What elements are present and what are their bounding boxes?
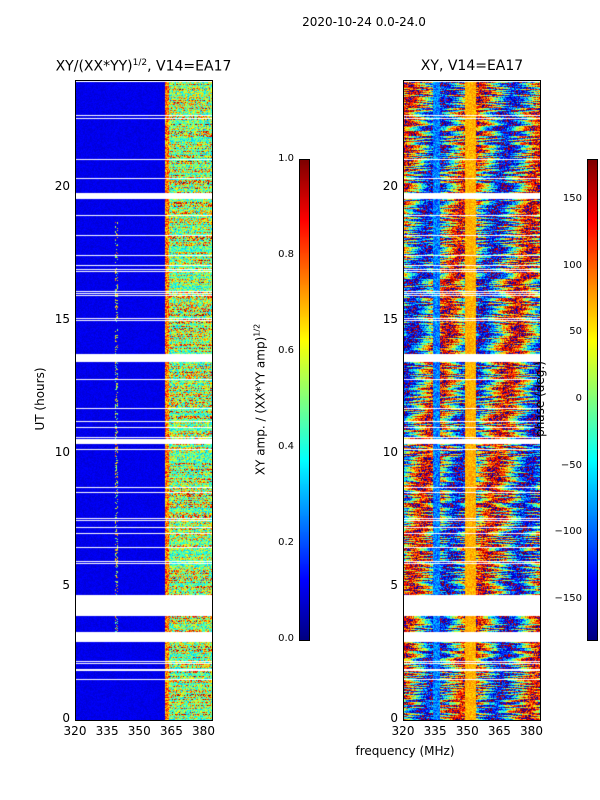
colorbar-tick-label: 0.4 <box>278 441 294 452</box>
colorbar-tick-label: 50 <box>569 326 582 338</box>
y-tick-label: 5 <box>390 577 398 592</box>
y-tick-label: 15 <box>382 311 398 326</box>
left-plot-axes <box>75 80 213 721</box>
y-tick-label: 5 <box>62 577 70 592</box>
right-plot-axes <box>403 80 541 721</box>
colorbar-tick-label: 150 <box>562 193 582 204</box>
cbar-label-sup: 1/2 <box>252 323 262 337</box>
y-tick-label: 20 <box>54 178 70 193</box>
colorbar-tick-label: 0.2 <box>278 537 294 548</box>
y-tick-label: 0 <box>62 711 70 725</box>
y-tick-label: 20 <box>382 178 398 193</box>
amplitude-colorbar-label: XY amp. / (XX*YY amp)1/2 <box>253 300 268 500</box>
colorbar-tick-label: −100 <box>554 526 582 538</box>
y-tick-label: 10 <box>54 444 70 459</box>
x-tick-label: 350 <box>127 724 151 738</box>
colorbar-tick-label: −50 <box>560 459 582 471</box>
x-tick-label: 350 <box>455 724 479 738</box>
y-tick-label: 15 <box>54 311 70 326</box>
x-tick-label: 380 <box>520 724 543 738</box>
x-tick-label: 320 <box>63 724 87 738</box>
title-suffix: , V14=EA17 <box>147 58 232 75</box>
amplitude-ratio-heatmap <box>76 81 212 720</box>
colorbar-tick-label: 1.0 <box>278 153 294 164</box>
colorbar-tick-label: 0 <box>575 393 582 404</box>
x-tick-label: 365 <box>159 724 183 738</box>
x-tick-label: 335 <box>423 724 447 738</box>
title-text: XY/(XX*YY) <box>55 58 133 75</box>
colorbar-tick-label: −150 <box>554 593 582 604</box>
y-tick-label: 0 <box>390 711 398 725</box>
phase-heatmap <box>404 81 540 720</box>
colorbar-tick-label: 0.8 <box>278 249 294 260</box>
left-ylabel: UT (hours) <box>33 367 47 431</box>
colorbar-tick-label: 0.6 <box>278 345 294 356</box>
x-tick-label: 320 <box>391 724 415 738</box>
colorbar-tick-label: 100 <box>562 259 582 271</box>
cbar-label-text: XY amp. / (XX*YY amp) <box>253 336 268 476</box>
title-sup: 1/2 <box>132 58 148 68</box>
y-tick-label: 10 <box>382 444 398 459</box>
colorbar-tick-label: 0.0 <box>278 633 294 644</box>
x-tick-label: 365 <box>487 724 511 738</box>
left-plot-title: XY/(XX*YY)1/2, V14=EA17 <box>30 58 257 75</box>
right-plot-title: XY, V14=EA17 <box>420 58 524 74</box>
x-tick-label: 335 <box>95 724 119 738</box>
figure-suptitle: 2020-10-24 0.0-24.0 <box>302 15 426 29</box>
x-tick-label: 380 <box>192 724 215 738</box>
phase-colorbar <box>587 159 598 641</box>
amplitude-colorbar <box>299 159 310 641</box>
shared-xlabel: frequency (MHz) <box>355 744 455 758</box>
